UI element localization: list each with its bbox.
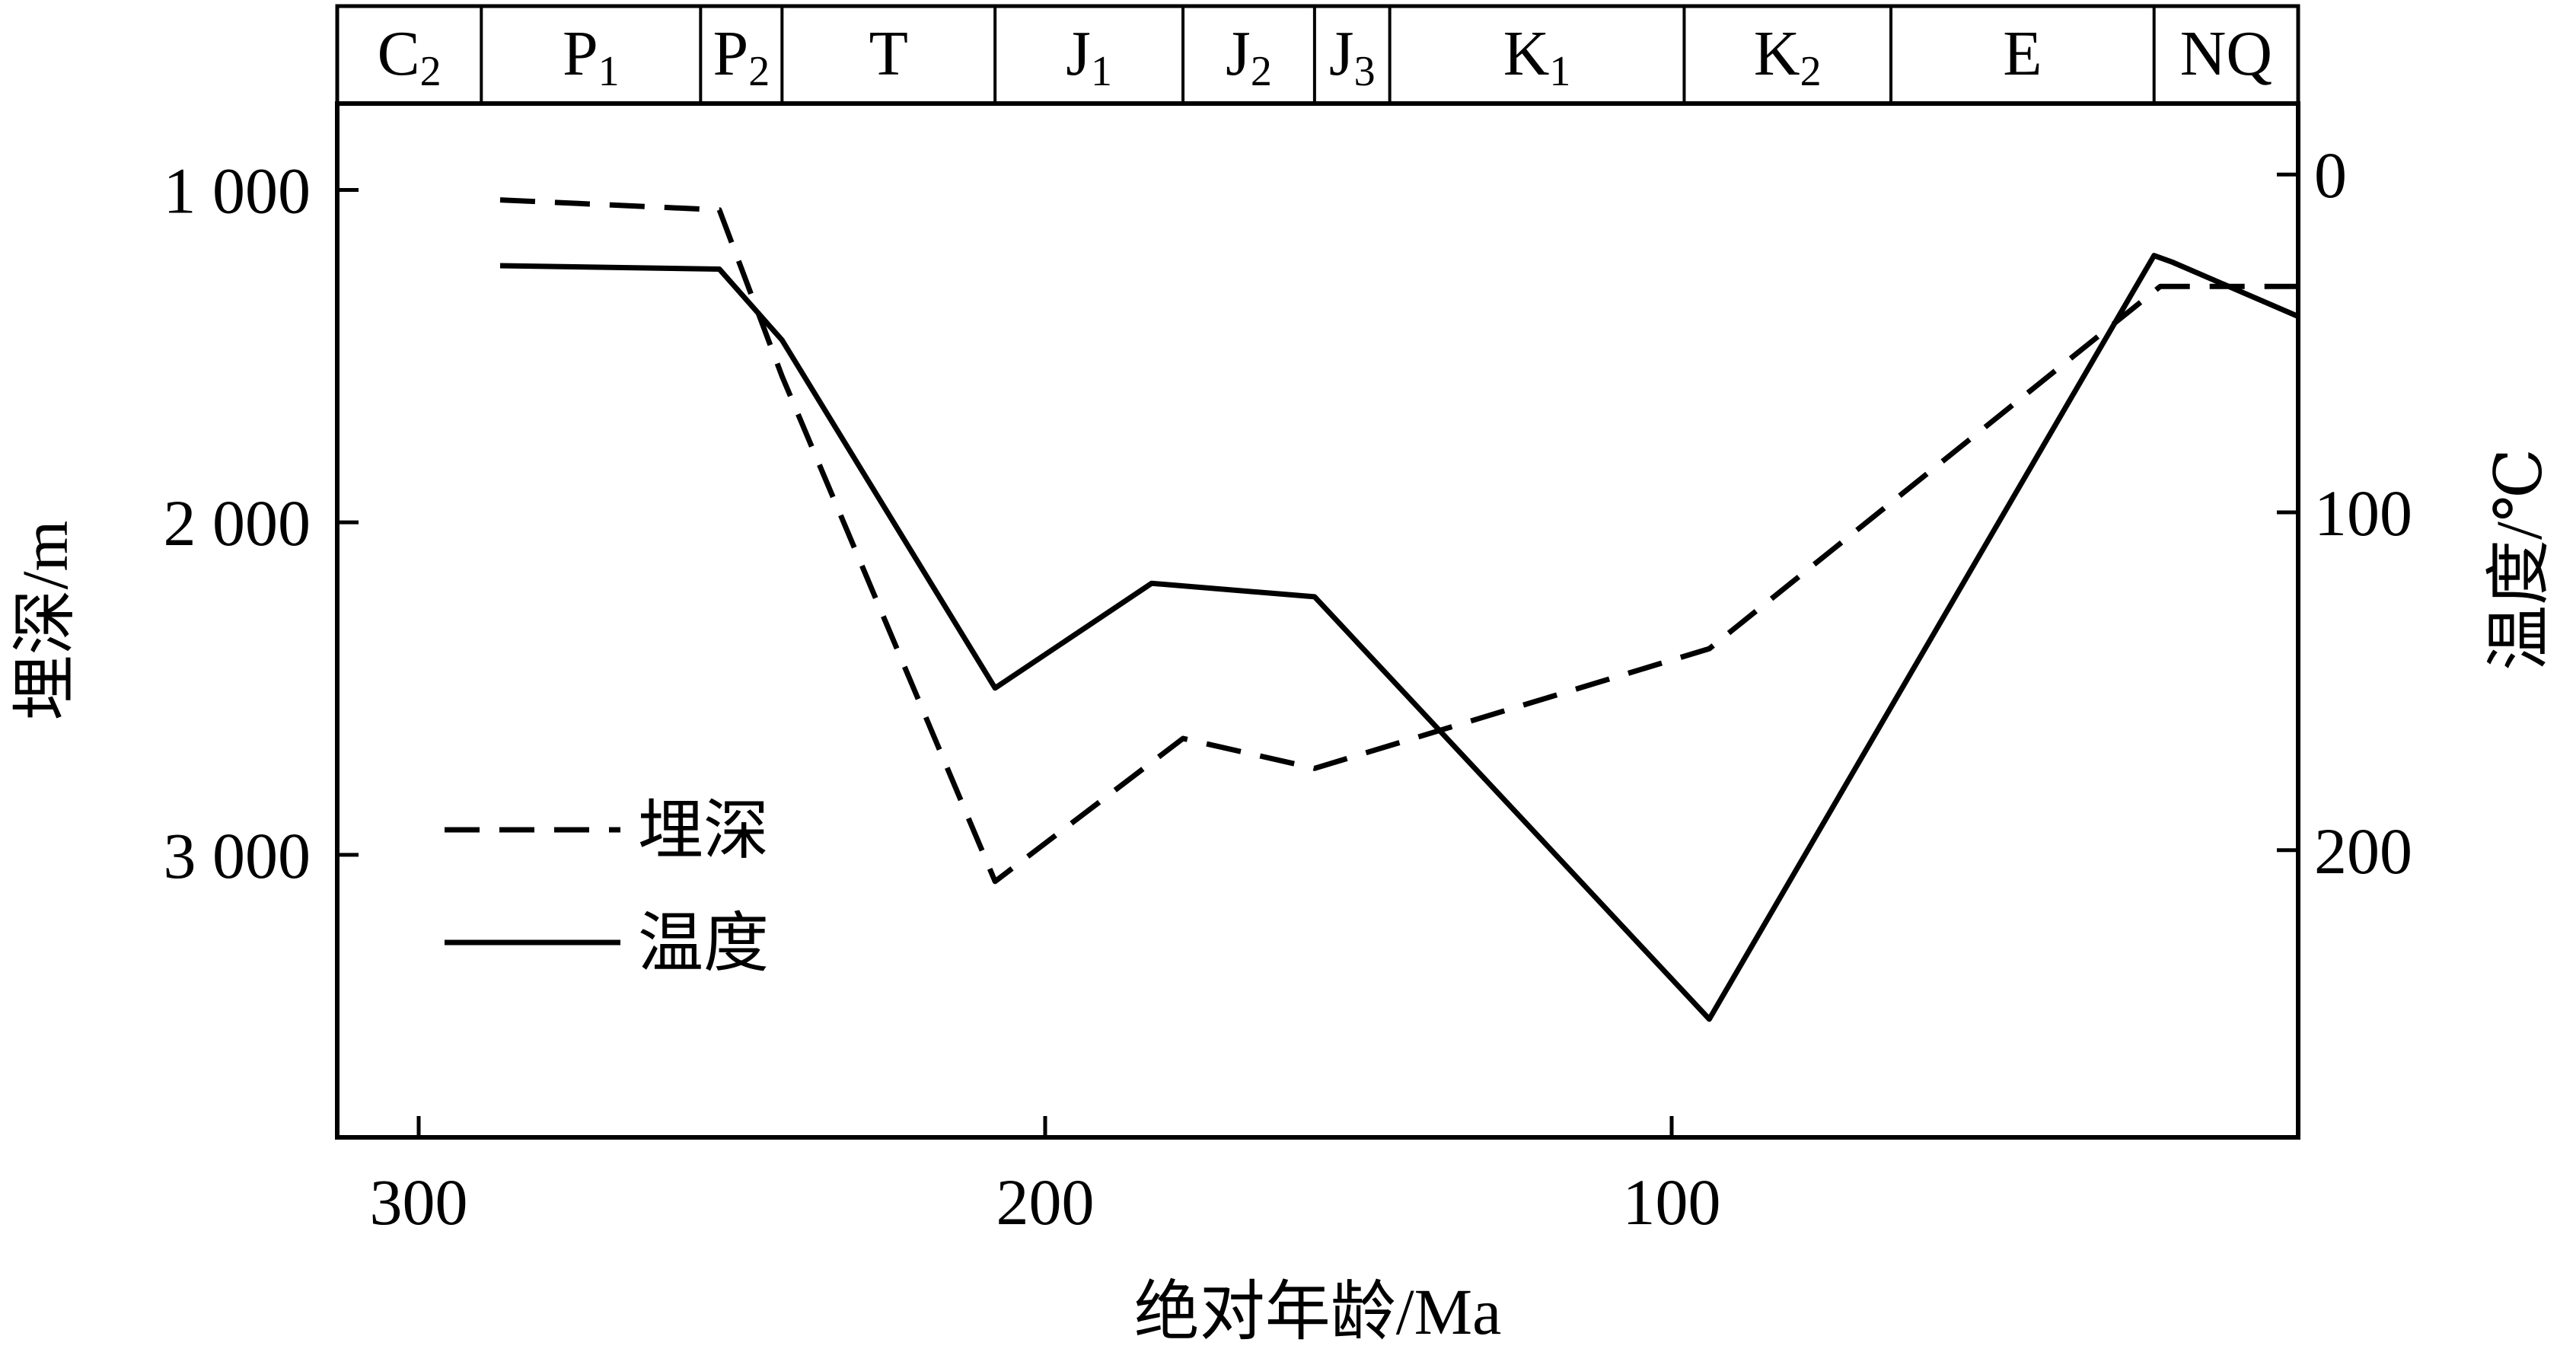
x-tick-label: 300: [369, 1166, 467, 1239]
period-label: J1: [1066, 18, 1112, 95]
period-label: K1: [1503, 18, 1571, 95]
axis-ticks: 300 200 100 1 000 2 000 3 000 0 100 200: [164, 139, 2413, 1239]
period-label: P2: [713, 18, 770, 95]
geologic-period-bar: C2 P1 P2 T J1 J2 J3 K1 K2 E NQ: [335, 4, 2300, 106]
y-right-tick-label: 0: [2314, 139, 2347, 212]
series-temperature-line: [499, 253, 2300, 1022]
period-label: C2: [378, 18, 442, 95]
plot-frame: [335, 101, 2300, 1140]
series-lines: [499, 197, 2300, 1022]
period-label: NQ: [2180, 18, 2272, 89]
period-label: E: [2003, 18, 2042, 89]
y-axis-left-label: 埋深/m: [8, 521, 81, 721]
legend-label: 温度: [638, 907, 769, 980]
series-depth-line: [499, 197, 2298, 885]
y-right-tick-label: 200: [2314, 815, 2412, 888]
period-label: T: [869, 18, 908, 89]
period-label: K2: [1754, 18, 1822, 95]
x-tick-label: 100: [1622, 1166, 1720, 1239]
legend-label: 埋深: [638, 794, 769, 867]
x-tick-label: 200: [996, 1166, 1094, 1239]
period-label: J2: [1226, 18, 1272, 95]
y-right-tick-label: 100: [2314, 477, 2412, 550]
period-label: P1: [563, 18, 620, 95]
y-left-tick-label: 1 000: [164, 155, 311, 228]
y-axis-right-label: 温度/℃: [2482, 448, 2555, 671]
x-axis-label: 绝对年龄/Ma: [1134, 1275, 1502, 1348]
y-left-tick-label: 2 000: [164, 486, 311, 560]
period-label: J3: [1329, 18, 1376, 95]
y-left-tick-label: 3 000: [164, 819, 311, 892]
